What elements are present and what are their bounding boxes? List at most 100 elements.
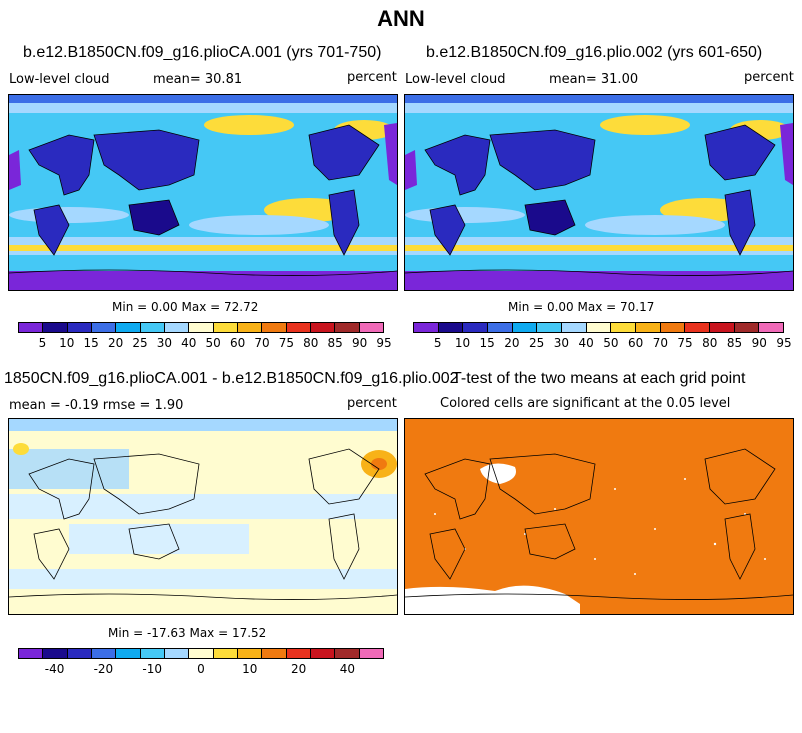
colorbar-swatch (335, 649, 360, 658)
colorbar-label: 90 (351, 336, 368, 350)
colorbar-label: 30 (156, 336, 173, 350)
colorbar-swatch (213, 649, 238, 658)
panel3-units: percent (347, 396, 397, 411)
panel2-colorbar-labels: 5 10 15 20 25 30 40 50 60 70 75 80 85 90 95 (413, 336, 792, 350)
colorbar-label: 25 (132, 336, 148, 350)
colorbar-swatch (562, 323, 587, 332)
colorbar-swatch (586, 323, 612, 332)
colorbar-swatch (91, 649, 117, 658)
colorbar-swatch (335, 323, 360, 332)
panel2-minmax: Min = 0.00 Max = 70.17 (508, 300, 655, 314)
colorbar-label: 95 (376, 336, 392, 350)
colorbar-label: 30 (553, 336, 570, 350)
colorbar-label: 25 (529, 336, 545, 350)
colorbar-swatch (488, 323, 513, 332)
colorbar-swatch (685, 323, 711, 332)
colorbar-swatch (537, 323, 563, 332)
colorbar-swatch (237, 323, 263, 332)
colorbar-swatch (611, 323, 637, 332)
colorbar-swatch (286, 649, 311, 658)
colorbar-swatch (660, 323, 686, 332)
colorbar-swatch (43, 649, 68, 658)
colorbar-label: 5 (38, 336, 47, 350)
colorbar-label: 5 (433, 336, 442, 350)
colorbar-swatch (512, 323, 538, 332)
colorbar-label: 95 (776, 336, 792, 350)
colorbar-swatch (262, 323, 287, 332)
panel1-minmax: Min = 0.00 Max = 72.72 (112, 300, 259, 314)
panel3-stats: mean = -0.19 rmse = 1.90 (9, 398, 184, 413)
colorbar-label: 50 (603, 336, 619, 350)
colorbar-swatch (43, 323, 68, 332)
panel2-colorbar (413, 322, 784, 333)
colorbar-swatch (19, 649, 44, 658)
panel3-map (8, 418, 398, 615)
colorbar-label: 0 (197, 662, 205, 676)
colorbar-swatch (140, 649, 165, 658)
cloud-map-svg (405, 95, 793, 290)
colorbar-swatch (262, 649, 287, 658)
colorbar-swatch (359, 323, 383, 332)
panel3-title: 1850CN.f09_g16.plioCA.001 - b.e12.B1850C… (4, 370, 459, 387)
colorbar-label: 50 (205, 336, 221, 350)
figure-title: ANN (377, 6, 425, 31)
colorbar-label: -20 (93, 662, 114, 676)
colorbar-label: 15 (479, 336, 495, 350)
panel2-map (404, 94, 794, 291)
colorbar-label: 10 (242, 662, 258, 676)
colorbar-swatch (164, 323, 190, 332)
colorbar-label: 85 (327, 336, 343, 350)
panel3-minmax: Min = -17.63 Max = 17.52 (108, 626, 267, 640)
panel4-title: T-test of the two means at each grid poi… (452, 370, 746, 387)
colorbar-label: 70 (254, 336, 270, 350)
panel1-variable: Low-level cloud (9, 72, 110, 87)
colorbar-swatch (414, 323, 439, 332)
colorbar-swatch (710, 323, 735, 332)
colorbar-label: 20 (107, 336, 124, 350)
significance-map-svg (405, 419, 793, 614)
colorbar-swatch (164, 649, 190, 658)
colorbar-swatch (237, 649, 263, 658)
colorbar-swatch (759, 323, 784, 332)
colorbar-swatch (116, 323, 141, 332)
colorbar-swatch (286, 323, 311, 332)
colorbar-swatch (189, 323, 214, 332)
panel2-title: b.e12.B1850CN.f09_g16.plio.002 (yrs 601-… (426, 44, 763, 61)
panel1-title: b.e12.B1850CN.f09_g16.plioCA.001 (yrs 70… (23, 44, 382, 61)
panel4-subtitle: Colored cells are significant at the 0.0… (440, 396, 731, 411)
panel2-variable: Low-level cloud (405, 72, 506, 87)
colorbar-label: 40 (578, 336, 594, 350)
colorbar-label: 15 (83, 336, 99, 350)
colorbar-label: 75 (278, 336, 295, 350)
panel1-colorbar-labels: 5 10 15 20 25 30 40 50 60 70 75 80 85 90 95 (18, 336, 392, 350)
panel3-colorbar-labels: -40 -20 -10 0 10 20 40 (18, 662, 384, 676)
difference-map-svg (9, 419, 397, 614)
colorbar-swatch (67, 649, 92, 658)
colorbar-label: 80 (702, 336, 718, 350)
colorbar-swatch (310, 323, 336, 332)
colorbar-swatch (438, 323, 464, 332)
colorbar-label: 60 (627, 336, 644, 350)
panel1-colorbar (18, 322, 384, 333)
colorbar-label: -10 (142, 662, 162, 676)
colorbar-swatch (67, 323, 92, 332)
colorbar-label: 85 (726, 336, 743, 350)
colorbar-label: -40 (44, 662, 65, 676)
cloud-map-svg (9, 95, 397, 290)
colorbar-swatch (189, 649, 214, 658)
colorbar-label: 40 (339, 662, 356, 676)
colorbar-label: 20 (504, 336, 520, 350)
colorbar-label: 60 (229, 336, 246, 350)
colorbar-swatch (19, 323, 44, 332)
panel2-mean: mean= 31.00 (549, 72, 639, 87)
colorbar-label: 80 (303, 336, 319, 350)
panel1-units: percent (347, 70, 397, 85)
colorbar-label: 40 (181, 336, 197, 350)
colorbar-swatch (213, 323, 238, 332)
colorbar-swatch (116, 649, 141, 658)
panel2-units: percent (744, 70, 794, 85)
colorbar-label: 10 (59, 336, 75, 350)
colorbar-label: 70 (652, 336, 668, 350)
colorbar-label: 20 (290, 662, 307, 676)
panel1-mean: mean= 30.81 (153, 72, 243, 87)
